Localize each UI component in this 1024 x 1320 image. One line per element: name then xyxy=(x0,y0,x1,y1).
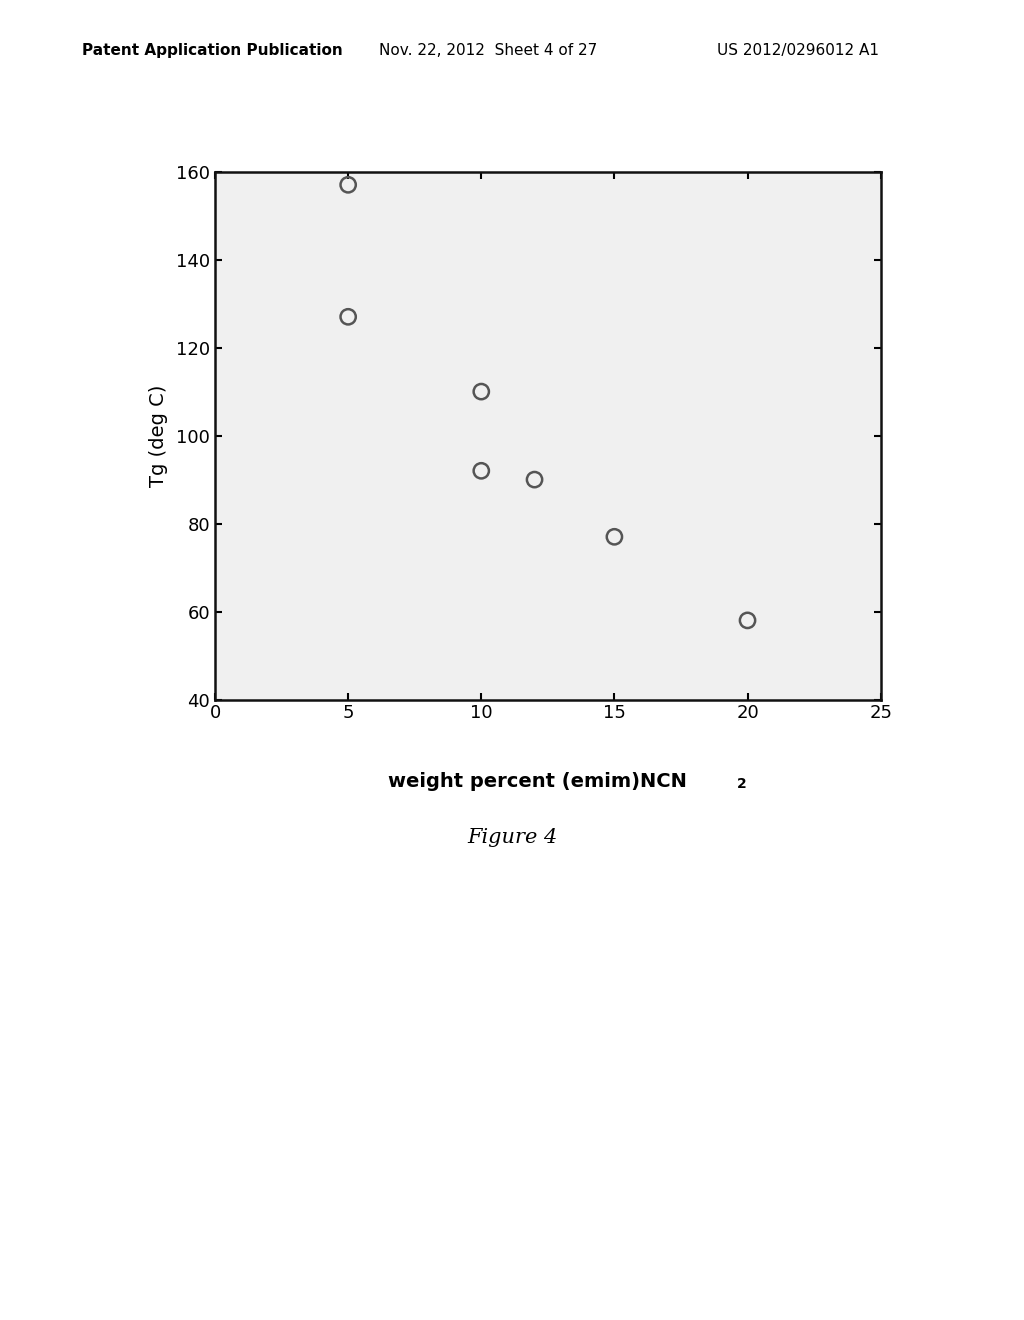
Point xyxy=(526,469,543,490)
Point xyxy=(340,174,356,195)
Y-axis label: Tg (deg C): Tg (deg C) xyxy=(148,384,168,487)
Point xyxy=(340,306,356,327)
Text: Patent Application Publication: Patent Application Publication xyxy=(82,44,343,58)
Text: Nov. 22, 2012  Sheet 4 of 27: Nov. 22, 2012 Sheet 4 of 27 xyxy=(379,44,597,58)
Text: US 2012/0296012 A1: US 2012/0296012 A1 xyxy=(717,44,879,58)
Point xyxy=(473,381,489,403)
Text: weight percent (emim)NCN: weight percent (emim)NCN xyxy=(388,772,687,791)
Text: Figure 4: Figure 4 xyxy=(467,828,557,846)
Point xyxy=(473,461,489,482)
Point xyxy=(606,527,623,548)
Text: 2: 2 xyxy=(737,777,748,792)
Point xyxy=(739,610,756,631)
